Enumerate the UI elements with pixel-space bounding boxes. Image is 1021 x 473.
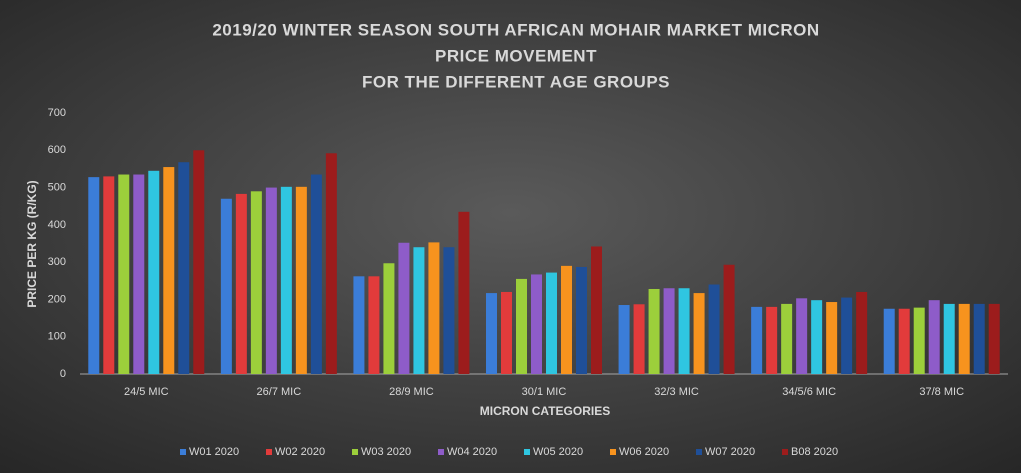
legend-swatch [438, 449, 444, 455]
bar [88, 177, 100, 374]
bar [958, 303, 970, 374]
y-tick-label: 300 [48, 256, 66, 268]
bar [428, 242, 440, 374]
bar [458, 211, 470, 374]
bar [516, 278, 527, 374]
bar [486, 293, 497, 374]
bar [193, 150, 205, 374]
x-tick-label: 24/5 MIC [124, 386, 169, 398]
bar [325, 153, 337, 374]
legend-label: W02 2020 [275, 446, 325, 458]
bar [163, 167, 175, 374]
bar [856, 291, 868, 374]
bar [148, 170, 160, 374]
bar [178, 162, 190, 374]
bar [648, 288, 660, 374]
x-tick-label: 26/7 MIC [257, 386, 302, 398]
y-tick-label: 700 [48, 107, 66, 119]
bar [943, 303, 955, 374]
y-axis-label: PRICE PER KG (R/KG) [25, 180, 39, 307]
bar [413, 247, 425, 374]
chart-title: 2019/20 WINTER SEASON SOUTH AFRICAN MOHA… [212, 20, 819, 39]
bar [118, 174, 130, 374]
chart-title: FOR THE DIFFERENT AGE GROUPS [362, 72, 670, 91]
bar [561, 265, 572, 374]
legend-swatch [524, 449, 530, 455]
bar [265, 187, 277, 374]
bar [678, 288, 690, 374]
bar [841, 297, 853, 374]
legend-label: W07 2020 [705, 446, 755, 458]
bar [723, 264, 735, 374]
x-tick-label: 30/1 MIC [522, 386, 567, 398]
bar [766, 306, 778, 374]
bar [591, 246, 602, 374]
bar [220, 198, 232, 374]
legend-swatch [180, 449, 186, 455]
legend-swatch [266, 449, 272, 455]
bar [576, 266, 587, 374]
x-tick-label: 34/5/6 MIC [782, 386, 836, 398]
y-tick-label: 400 [48, 219, 66, 231]
legend-label: B08 2020 [791, 446, 838, 458]
bar [443, 247, 455, 374]
legend-label: W06 2020 [619, 446, 669, 458]
bar [618, 305, 630, 374]
bar [826, 302, 838, 374]
bar [531, 274, 542, 374]
legend-swatch [696, 449, 702, 455]
legend-label: W04 2020 [447, 446, 497, 458]
bar [633, 304, 645, 374]
legend-label: W03 2020 [361, 446, 411, 458]
x-tick-label: 32/3 MIC [654, 386, 699, 398]
bar [781, 303, 793, 374]
bar [883, 308, 895, 374]
legend-swatch [782, 449, 788, 455]
bar [280, 186, 292, 374]
bar [501, 291, 512, 374]
bar [235, 193, 247, 374]
bar [928, 300, 940, 374]
bar [546, 272, 557, 374]
x-tick-label: 37/8 MIC [919, 386, 964, 398]
y-tick-label: 200 [48, 293, 66, 305]
bar [973, 303, 985, 374]
legend-swatch [610, 449, 616, 455]
legend-label: W05 2020 [533, 446, 583, 458]
bar [796, 298, 808, 374]
bar [811, 300, 823, 374]
bar [913, 307, 925, 374]
bar [398, 242, 410, 374]
bar [133, 174, 145, 374]
bar [693, 293, 705, 374]
bar [310, 174, 322, 374]
bar [383, 263, 395, 374]
bar [353, 276, 365, 374]
y-tick-label: 0 [60, 368, 66, 380]
y-tick-label: 100 [48, 331, 66, 343]
bar [751, 306, 763, 374]
bar [295, 186, 307, 374]
x-axis-label: MICRON CATEGORIES [480, 404, 610, 418]
legend-swatch [352, 449, 358, 455]
bar [663, 288, 675, 374]
bar [103, 176, 115, 374]
y-tick-label: 500 [48, 181, 66, 193]
chart-title: PRICE MOVEMENT [435, 46, 597, 65]
y-tick-label: 600 [48, 144, 66, 156]
bar [898, 308, 910, 374]
bar [250, 191, 262, 374]
bar [708, 284, 720, 374]
x-tick-label: 28/9 MIC [389, 386, 434, 398]
bar [368, 276, 380, 374]
bar [988, 303, 1000, 374]
legend-label: W01 2020 [189, 446, 239, 458]
